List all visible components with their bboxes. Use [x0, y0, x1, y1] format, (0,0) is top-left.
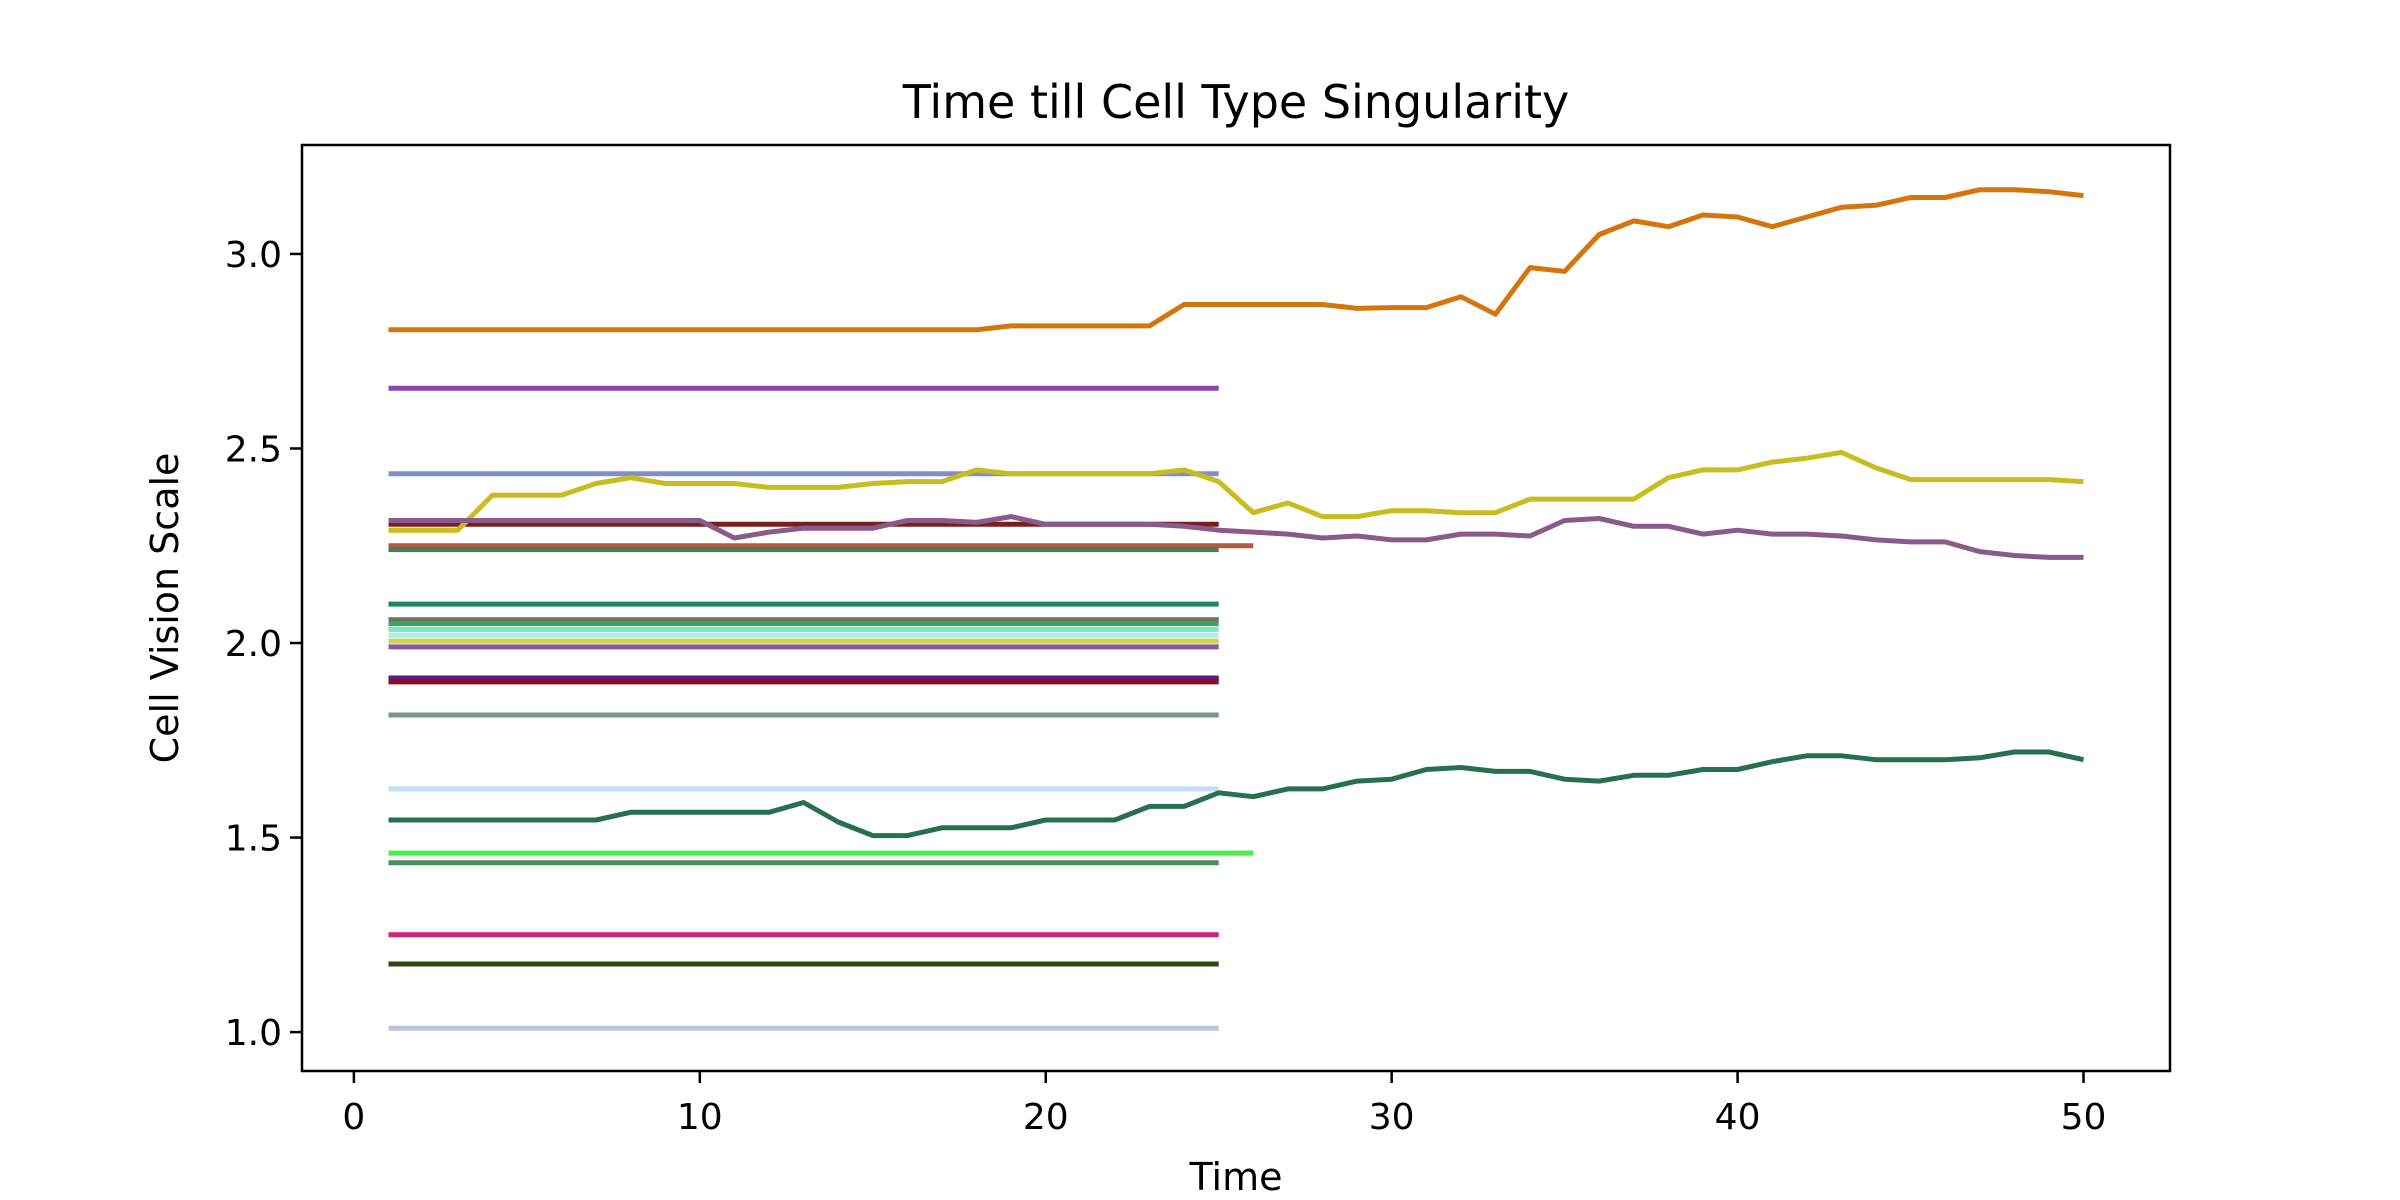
y-tick-label: 2.5	[225, 429, 282, 470]
x-axis: 0 10 20 30 40 50	[342, 1071, 2106, 1138]
series-layer	[388, 187, 2085, 1031]
series-line-24	[388, 514, 2084, 560]
plot-area-frame	[300, 143, 2172, 1073]
y-axis-title: Cell Vision Scale	[143, 453, 187, 764]
x-axis-title: Time	[1189, 1155, 1283, 1199]
chart-title: Time till Cell Type Singularity	[902, 75, 1569, 129]
series-line-23	[388, 449, 2084, 533]
series-line-22	[388, 187, 2084, 333]
x-tick-label: 10	[677, 1097, 723, 1138]
series-line-25	[388, 749, 2085, 839]
x-tick-label: 50	[2061, 1097, 2107, 1138]
y-tick-label: 1.0	[225, 1013, 282, 1054]
y-tick-label: 3.0	[225, 235, 282, 276]
x-tick-label: 30	[1369, 1097, 1415, 1138]
x-tick-label: 0	[342, 1097, 365, 1138]
x-tick-label: 40	[1715, 1097, 1761, 1138]
x-tick-label: 20	[1023, 1097, 1069, 1138]
y-axis: 1.0 1.5 2.0 2.5 3.0	[225, 235, 302, 1054]
y-tick-label: 2.0	[225, 624, 282, 665]
y-tick-label: 1.5	[225, 819, 282, 860]
